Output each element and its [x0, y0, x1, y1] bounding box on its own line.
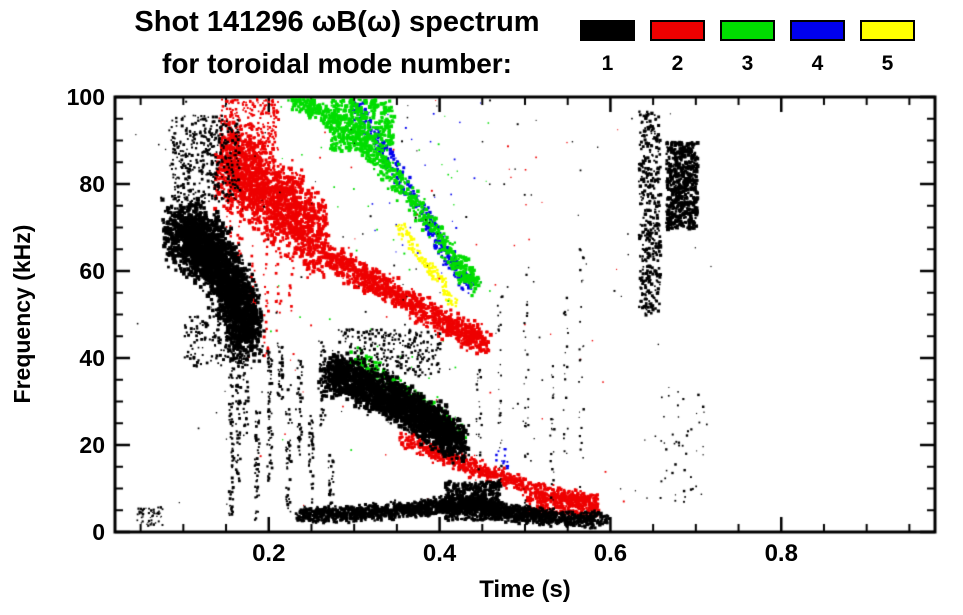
legend-mode-numbers: 1 2 3 4 5	[580, 52, 915, 76]
x-tick-label: 0.8	[764, 540, 798, 567]
y-tick-label: 20	[79, 432, 105, 458]
x-axis-title: Time (s)	[479, 576, 571, 603]
legend-number-mode-2: 2	[671, 52, 684, 75]
y-tick-label: 0	[92, 519, 105, 545]
y-tick-label: 100	[66, 84, 105, 110]
chart-title: Shot 141296 ωB(ω) spectrum	[134, 6, 540, 38]
legend-number-mode-5: 5	[881, 52, 894, 75]
x-tick-label: 0.6	[593, 540, 628, 567]
chart-subtitle: for toroidal mode number:	[162, 48, 512, 79]
y-tick-label: 80	[79, 171, 105, 197]
legend-number-mode-4: 4	[811, 52, 824, 75]
x-tick-label: 0.4	[422, 540, 457, 567]
legend-number-mode-3: 3	[741, 52, 754, 75]
legend-swatch-mode-2	[650, 20, 705, 41]
legend-swatch-mode-5	[860, 20, 915, 41]
legend-swatch-mode-4	[790, 20, 845, 41]
y-tick-label: 60	[79, 258, 105, 284]
y-tick-label: 40	[79, 345, 105, 371]
legend-swatch-mode-3	[720, 20, 775, 41]
x-tick-label: 0.2	[252, 540, 286, 567]
y-axis-title: Frequency (kHz)	[9, 224, 35, 404]
legend-swatch-mode-1	[580, 20, 635, 41]
legend-swatches	[580, 20, 915, 41]
legend-number-mode-1: 1	[601, 52, 614, 75]
